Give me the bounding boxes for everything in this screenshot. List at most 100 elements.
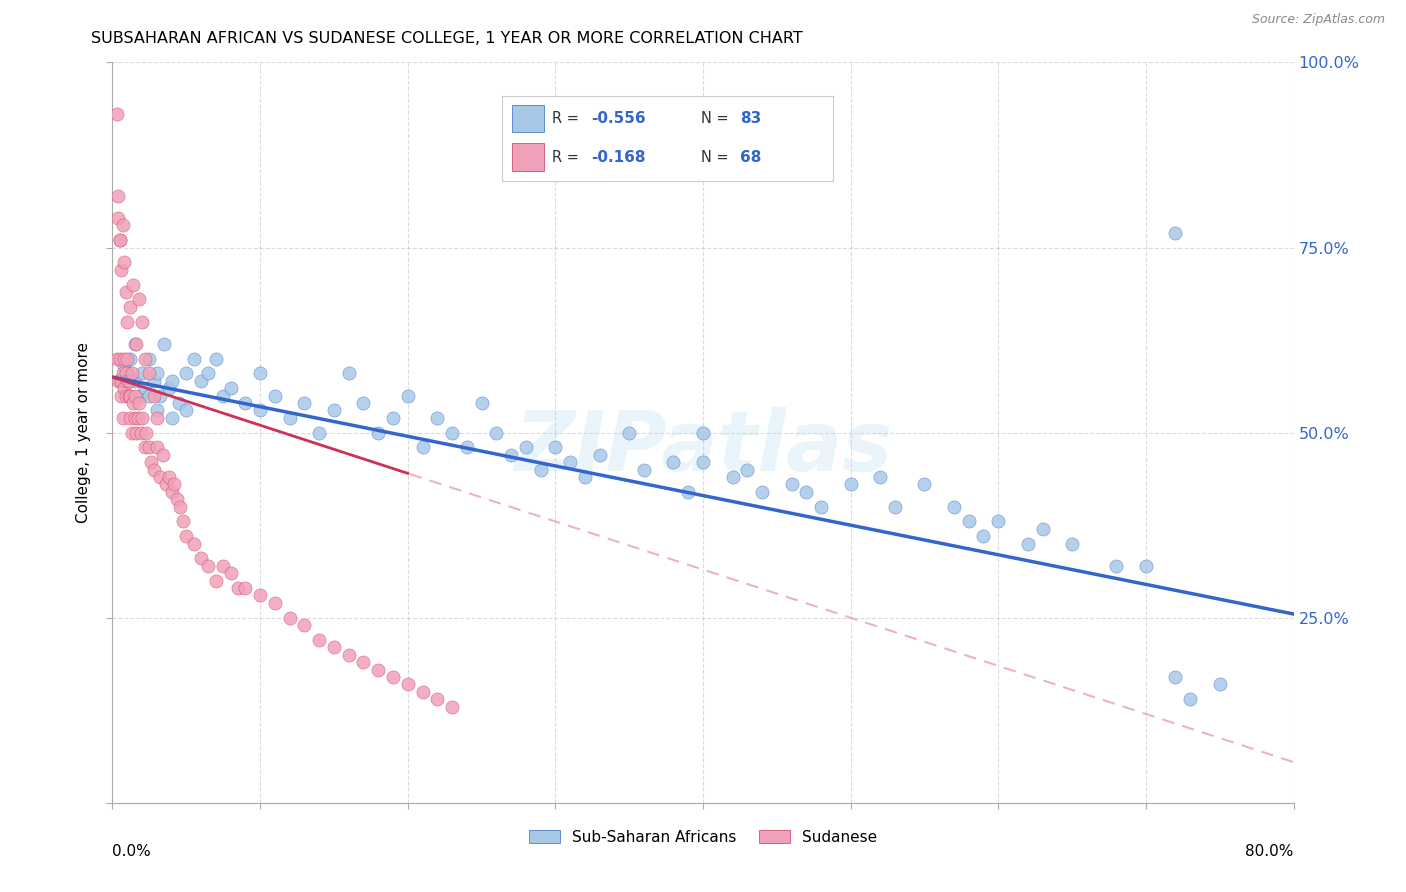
Point <box>323 403 346 417</box>
Point <box>131 367 153 381</box>
Point <box>112 255 135 269</box>
Point <box>149 470 172 484</box>
Point <box>117 367 138 381</box>
Point <box>382 410 405 425</box>
Point <box>174 529 197 543</box>
Text: SUBSAHARAN AFRICAN VS SUDANESE COLLEGE, 1 YEAR OR MORE CORRELATION CHART: SUBSAHARAN AFRICAN VS SUDANESE COLLEGE, … <box>91 31 803 46</box>
Point <box>501 448 523 462</box>
Point <box>884 500 907 514</box>
Point <box>219 381 242 395</box>
Point <box>138 351 160 366</box>
Point <box>127 410 149 425</box>
Point <box>142 374 165 388</box>
Point <box>125 336 148 351</box>
Point <box>219 566 242 581</box>
Point <box>441 425 464 440</box>
Point <box>110 262 132 277</box>
Point <box>124 336 146 351</box>
Point <box>157 470 180 484</box>
Point <box>456 441 478 455</box>
Point <box>105 351 128 366</box>
Point <box>367 663 389 677</box>
Point <box>558 455 582 469</box>
Point <box>323 640 346 655</box>
Point <box>124 388 146 402</box>
Point <box>128 396 150 410</box>
Point <box>112 359 135 373</box>
Point <box>152 448 174 462</box>
Point <box>914 477 936 491</box>
Point <box>125 425 148 440</box>
Point <box>112 351 135 366</box>
Point <box>138 441 160 455</box>
Point <box>574 470 596 484</box>
Point <box>441 699 464 714</box>
Point <box>128 388 150 402</box>
Point <box>692 455 714 469</box>
Point <box>120 351 142 366</box>
Point <box>107 188 129 202</box>
Point <box>124 374 146 388</box>
Point <box>633 462 655 476</box>
Point <box>129 425 152 440</box>
Point <box>174 403 197 417</box>
Point <box>135 425 157 440</box>
Point <box>114 388 136 402</box>
Point <box>1164 226 1187 240</box>
Point <box>112 381 135 395</box>
Point <box>205 351 228 366</box>
Point <box>108 374 131 388</box>
Text: 0.0%: 0.0% <box>112 844 152 858</box>
Text: Source: ZipAtlas.com: Source: ZipAtlas.com <box>1251 13 1385 27</box>
Point <box>149 388 172 402</box>
Point <box>197 558 219 573</box>
Point <box>692 425 714 440</box>
Point <box>139 455 162 469</box>
Point <box>124 410 146 425</box>
Point <box>721 470 744 484</box>
Point <box>138 367 160 381</box>
Point <box>117 374 138 388</box>
Point <box>138 388 160 402</box>
Point <box>619 425 641 440</box>
Point <box>233 581 256 595</box>
Point <box>190 374 212 388</box>
Point <box>264 596 287 610</box>
Point <box>411 685 433 699</box>
Point <box>292 396 315 410</box>
Point <box>183 536 205 550</box>
Point <box>1178 692 1201 706</box>
Point <box>337 648 360 662</box>
Point <box>212 558 235 573</box>
Point <box>108 233 131 247</box>
Point <box>292 618 315 632</box>
Point <box>1062 536 1084 550</box>
Point <box>249 403 271 417</box>
Point <box>122 277 145 292</box>
Point <box>108 233 131 247</box>
Point <box>544 441 567 455</box>
Point <box>337 367 360 381</box>
Point <box>382 670 405 684</box>
Point <box>1135 558 1157 573</box>
Point <box>118 374 141 388</box>
Point <box>226 581 249 595</box>
Text: 80.0%: 80.0% <box>1246 844 1294 858</box>
Point <box>146 441 169 455</box>
Point <box>278 410 301 425</box>
Point <box>120 300 142 314</box>
Point <box>1017 536 1039 550</box>
Point <box>1105 558 1128 573</box>
Point <box>426 410 449 425</box>
Point <box>160 410 183 425</box>
Point <box>352 655 374 669</box>
Point <box>751 484 773 499</box>
Point <box>117 314 138 328</box>
Point <box>308 632 330 647</box>
Point <box>973 529 995 543</box>
Point <box>174 367 197 381</box>
Legend: Sub-Saharan Africans, Sudanese: Sub-Saharan Africans, Sudanese <box>523 823 883 851</box>
Point <box>588 448 610 462</box>
Text: ZIPatlas: ZIPatlas <box>515 407 891 488</box>
Point <box>153 336 176 351</box>
